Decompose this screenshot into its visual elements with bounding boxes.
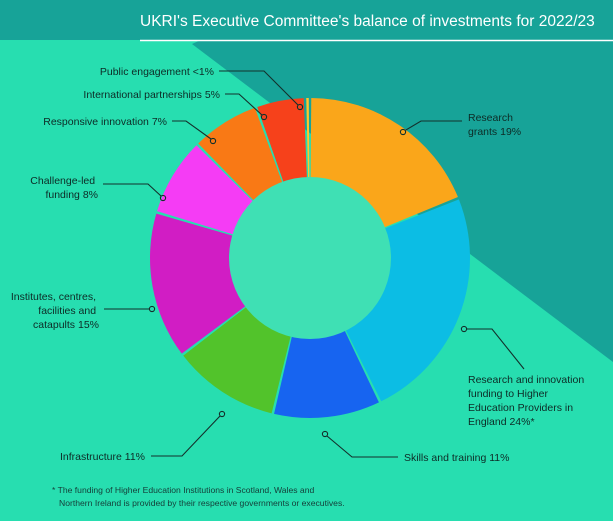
callout-international-partnerships: International partnerships 5% (83, 89, 268, 121)
callout-label: Research grants 19% (468, 112, 521, 138)
callout-label: Infrastructure 11% (60, 451, 145, 463)
leader-line (103, 183, 162, 197)
donut-slice (274, 258, 379, 419)
callout-label: Responsive innovation 7% (43, 116, 167, 128)
callout-marker (209, 137, 217, 145)
leader-line (172, 120, 212, 140)
donut-hole (229, 177, 391, 339)
callout-marker (159, 194, 167, 202)
leader-line (225, 93, 263, 116)
callout-label: Institutes, centres, facilities and cata… (11, 291, 99, 331)
callout-label: Skills and training 11% (404, 452, 509, 464)
callout-marker (296, 103, 304, 111)
leader-line (219, 70, 299, 106)
callout-label: Public engagement <1% (100, 66, 214, 78)
callout-research-grants: Research grants 19% (399, 112, 521, 138)
footnote: * The funding of Higher Education Instit… (52, 485, 345, 508)
callout-marker (218, 410, 226, 418)
callout-label: Research and innovation funding to Highe… (468, 374, 587, 428)
callout-he-providers-funding: Research and innovation funding to Highe… (460, 325, 587, 428)
callout-responsive-innovation: Responsive innovation 7% (43, 116, 217, 145)
leader-line (467, 328, 525, 370)
callout-marker (148, 305, 156, 313)
callout-label: International partnerships 5% (83, 89, 220, 101)
callout-label: Challenge-led funding 8% (30, 175, 98, 201)
callout-infrastructure: Infrastructure 11% (60, 410, 226, 463)
callout-marker (321, 430, 329, 438)
callout-public-engagement: Public engagement <1% (100, 66, 304, 111)
title-bar-corner (0, 0, 613, 40)
leader-line (326, 435, 398, 458)
callout-skills-and-training: Skills and training 11% (321, 430, 509, 464)
callout-marker (260, 113, 268, 121)
page-title: UKRI's Executive Committee's balance of … (140, 13, 595, 30)
callout-institutes-centres: Institutes, centres, facilities and cata… (11, 291, 156, 331)
callout-challenge-led-funding: Challenge-led funding 8% (30, 175, 167, 202)
callout-marker (460, 325, 468, 333)
leader-line (405, 120, 462, 131)
callout-marker (399, 128, 407, 136)
leader-line (151, 415, 221, 457)
